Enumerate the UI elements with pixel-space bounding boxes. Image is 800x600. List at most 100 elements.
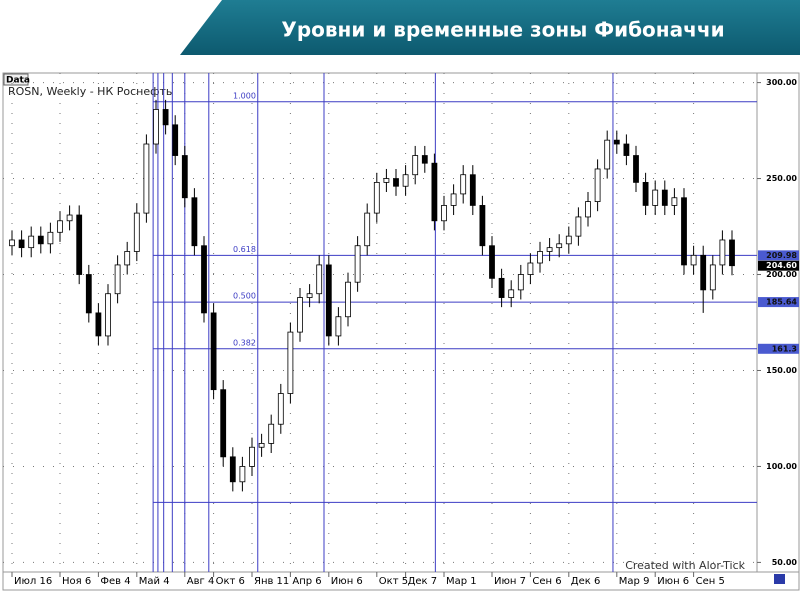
candle-body <box>527 262 534 275</box>
x-tick-label: Июн 7 <box>494 576 526 587</box>
y-tick-label: 300.00 <box>766 78 797 87</box>
price-tag-label: 185.64 <box>766 298 797 307</box>
price-tag-label: 209.98 <box>766 251 797 260</box>
candle-body <box>575 216 582 237</box>
price-tag <box>758 250 799 261</box>
candle-body <box>373 181 380 214</box>
candle-body <box>268 423 275 444</box>
x-tick-label: Авг 4 <box>187 576 215 587</box>
candle-body <box>191 197 198 247</box>
candle-body <box>729 239 735 267</box>
candle-body <box>105 293 111 337</box>
candle-body <box>681 197 687 266</box>
candle-body <box>469 174 476 206</box>
candle-body <box>489 245 495 279</box>
candle-body <box>172 124 179 156</box>
y-tick-label: 200.00 <box>766 270 797 279</box>
last-price-label: 204.60 <box>766 261 797 270</box>
candle-body <box>700 254 707 291</box>
time-axis <box>2 571 800 591</box>
candle-body <box>661 189 668 206</box>
plot-area <box>2 72 758 573</box>
candle-body <box>325 264 332 337</box>
candle-body <box>181 155 188 199</box>
candle-body <box>479 205 486 247</box>
price-tag <box>758 343 799 354</box>
x-tick-label: Янв 11 <box>254 576 289 587</box>
candle-body <box>76 214 83 275</box>
candle-body <box>210 312 217 391</box>
candle-body <box>85 274 92 314</box>
candle-body <box>133 212 140 252</box>
candle-body <box>277 393 284 425</box>
candle-body <box>37 235 44 245</box>
candle-body <box>604 139 611 170</box>
price-axis <box>756 72 800 573</box>
candle-body <box>239 466 246 483</box>
candle-body <box>354 245 361 283</box>
candle-body <box>9 239 15 247</box>
candle-body <box>508 289 515 298</box>
candle-body <box>258 443 265 448</box>
x-tick-label: Дек 6 <box>571 576 601 587</box>
candle-body <box>594 168 601 202</box>
candle-body <box>613 139 620 145</box>
candle-body <box>421 155 428 164</box>
price-tag-label: 161.3 <box>772 344 797 353</box>
candle-body <box>623 143 630 156</box>
candle-body <box>287 331 294 394</box>
candle-body <box>124 251 131 266</box>
candle-body <box>47 231 54 245</box>
candle-body <box>498 277 505 298</box>
x-tick-label: Апр 6 <box>292 576 321 587</box>
candle-body <box>412 155 419 176</box>
y-tick-label: 250.00 <box>766 174 797 183</box>
candle-body <box>546 247 553 252</box>
last-price-tag <box>758 260 799 271</box>
candle-body <box>114 264 121 295</box>
candle-body <box>335 316 342 337</box>
data-box <box>3 73 29 86</box>
candle-body <box>143 143 150 214</box>
candle-body <box>565 235 572 245</box>
candle-body <box>460 174 467 195</box>
candle-body <box>652 189 659 206</box>
candle-body <box>441 205 447 222</box>
candle-body <box>66 214 73 222</box>
candle-body <box>201 245 207 314</box>
candle-body <box>306 293 313 298</box>
candle-body <box>229 456 236 483</box>
candle-body <box>220 389 227 458</box>
x-tick-label: Мар 1 <box>446 576 477 587</box>
candle-body <box>402 174 409 187</box>
x-tick-label: Окт 5 <box>379 576 408 587</box>
candle-body <box>709 264 716 291</box>
candle-body <box>18 239 25 249</box>
candle-body <box>345 281 351 318</box>
candle-body <box>162 109 169 126</box>
candle-body <box>316 264 323 295</box>
y-tick-label: 150.00 <box>766 366 797 375</box>
candle-body <box>57 220 63 233</box>
x-tick-label: Фев 4 <box>100 576 130 587</box>
x-tick-label: Ноя 6 <box>62 576 91 587</box>
x-tick-label: Сен 5 <box>696 576 725 587</box>
candle-body <box>671 197 678 206</box>
candle-body <box>642 181 649 206</box>
title-banner <box>180 0 800 55</box>
credit: Created with Alor-Tick <box>625 559 745 572</box>
candle-body <box>431 162 438 222</box>
candle-body <box>393 178 399 187</box>
x-tick-label: Июн 6 <box>657 576 689 587</box>
candle-body <box>719 239 726 266</box>
price-tag <box>758 297 799 308</box>
x-tick-label: Дек 7 <box>408 576 438 587</box>
candle-body <box>690 254 697 266</box>
candle-body <box>450 193 457 206</box>
candle-body <box>95 312 102 337</box>
fib-ratio-label: 0.382 <box>233 338 256 347</box>
x-tick-label: Май 4 <box>139 576 170 587</box>
x-tick-label: Мар 9 <box>619 576 650 587</box>
